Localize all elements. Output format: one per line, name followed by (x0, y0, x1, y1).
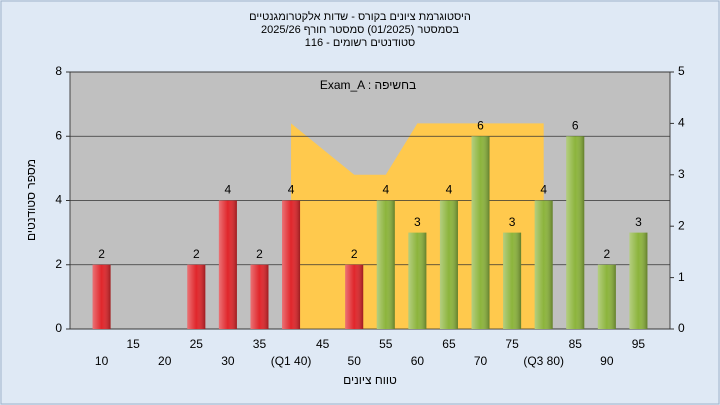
value-label: 3 (414, 215, 421, 229)
bar-shade (376, 200, 395, 329)
x-tick-label: 75 (505, 337, 519, 351)
value-label: 4 (446, 183, 453, 197)
x-tick-label: 55 (379, 337, 393, 351)
bar-shade (439, 200, 458, 329)
x-tick-label: 20 (158, 354, 172, 368)
value-label: 4 (540, 183, 547, 197)
value-label: 6 (572, 118, 579, 132)
bar-shade (408, 232, 427, 329)
x-tick-label: (Q3 80) (523, 354, 564, 368)
x-tick-label: 35 (253, 337, 267, 351)
value-label: 2 (256, 247, 263, 261)
x-tick-label: 10 (95, 354, 109, 368)
value-label: 4 (382, 183, 389, 197)
x-axis-label: טווח ציונים (343, 373, 397, 387)
bar-shade (503, 232, 522, 329)
bar-shade (92, 264, 111, 329)
value-label: 2 (193, 247, 200, 261)
bar-shade (566, 136, 585, 329)
bar-shade (250, 264, 269, 329)
x-tick-label: 65 (442, 337, 456, 351)
annotation: Exam_A : בחשיפה (320, 78, 416, 92)
value-label: 3 (635, 215, 642, 229)
x-tick-label: 15 (126, 337, 140, 351)
y2-tick-label: 1 (678, 270, 685, 284)
y-tick-label: 2 (55, 257, 62, 271)
bar-shade (534, 200, 553, 329)
bar-shade (345, 264, 364, 329)
value-label: 3 (509, 215, 516, 229)
chart-subtitle: בסמסטר (01/2025) סמסטר חורף 2025/26 (261, 24, 459, 36)
value-label: 4 (225, 183, 232, 197)
y-axis-label: מספר סטודנטים (24, 159, 38, 241)
bar-shade (187, 264, 206, 329)
chart-title: היסטוגרמת ציונים בקורס - שדות אלקטרומגנט… (249, 10, 471, 23)
x-tick-label: 70 (474, 354, 488, 368)
x-tick-label: 30 (221, 354, 235, 368)
y2-tick-label: 4 (678, 116, 685, 130)
value-label: 2 (603, 247, 610, 261)
bar-shade (471, 136, 490, 329)
x-tick-label: 45 (316, 337, 330, 351)
bar-shade (282, 200, 301, 329)
value-label: 6 (477, 118, 484, 132)
y-tick-label: 8 (55, 64, 62, 78)
y2-tick-label: 3 (678, 167, 685, 181)
y-tick-label: 6 (55, 128, 62, 142)
value-label: 4 (288, 183, 295, 197)
x-tick-label: 95 (632, 337, 646, 351)
x-tick-label: 50 (348, 354, 362, 368)
bar-shade (218, 200, 237, 329)
x-tick-label: (Q1 40) (271, 354, 312, 368)
x-tick-label: 25 (190, 337, 204, 351)
y2-tick-label: 0 (678, 321, 685, 335)
x-tick-label: 60 (411, 354, 425, 368)
value-label: 2 (98, 247, 105, 261)
x-tick-label: 90 (600, 354, 614, 368)
y2-tick-label: 2 (678, 218, 685, 232)
y-tick-label: 0 (55, 321, 62, 335)
bar-shade (597, 264, 616, 329)
chart-subtitle: סטודנטים רשומים - 116 (305, 37, 416, 49)
y-tick-label: 4 (55, 193, 62, 207)
bar-shade (629, 232, 648, 329)
x-tick-label: 85 (569, 337, 583, 351)
value-label: 2 (351, 247, 358, 261)
y2-tick-label: 5 (678, 64, 685, 78)
